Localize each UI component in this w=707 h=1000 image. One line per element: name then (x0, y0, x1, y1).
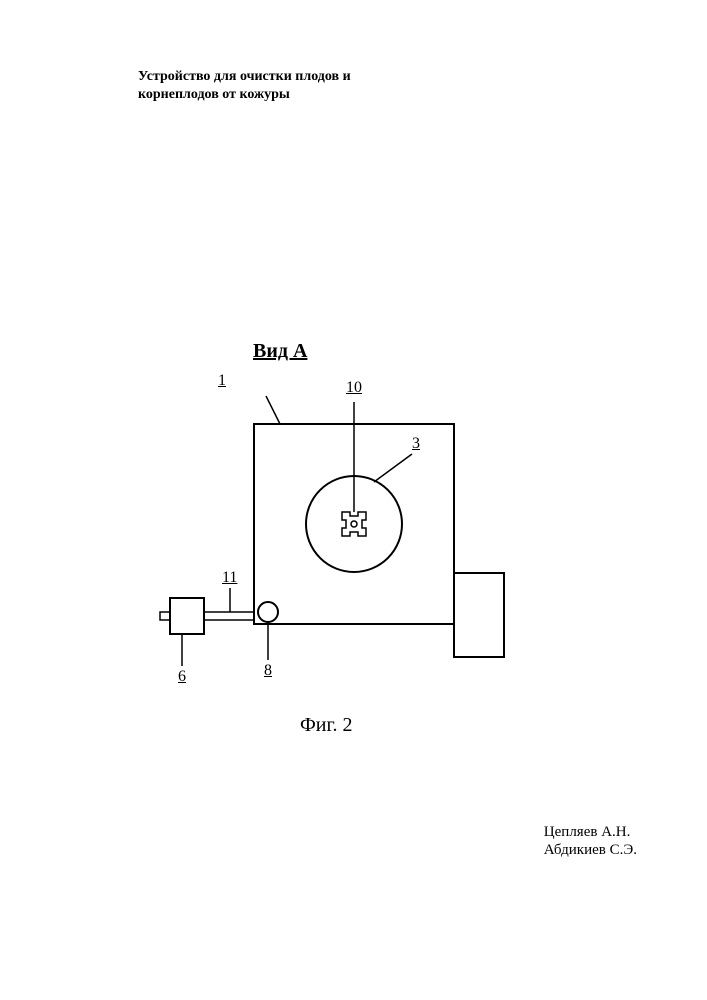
authors-block: Цепляев А.Н. Абдикиев С.Э. (544, 823, 637, 861)
callout-1: 1 (218, 372, 226, 390)
page: Устройство для очистки плодов и корнепло… (0, 0, 707, 1000)
diagram-container: 1 10 3 8 11 6 (140, 372, 540, 712)
figure-caption: Фиг. 2 (300, 714, 352, 737)
mechanical-diagram (140, 372, 540, 712)
callout-10: 10 (346, 379, 362, 397)
title-line-2: корнеплодов от кожуры (138, 87, 290, 102)
document-title: Устройство для очистки плодов и корнепло… (138, 68, 351, 103)
callout-6: 6 (178, 668, 186, 686)
callout-3: 3 (412, 435, 420, 453)
callout-11: 11 (222, 569, 237, 587)
author-2: Абдикиев С.Э. (544, 841, 637, 860)
author-1: Цепляев А.Н. (544, 823, 637, 842)
view-label: Вид А (253, 340, 307, 363)
callout-8: 8 (264, 662, 272, 680)
title-line-1: Устройство для очистки плодов и (138, 69, 351, 84)
